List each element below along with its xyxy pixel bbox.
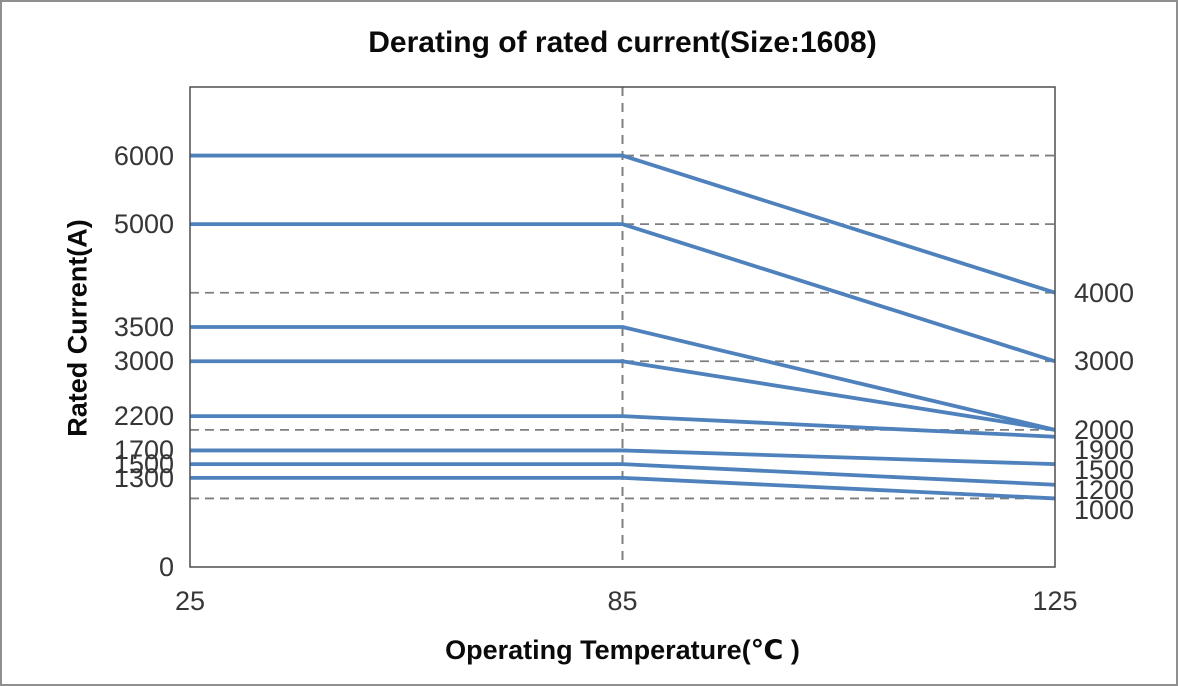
y-tick-3000: 3000 bbox=[113, 346, 174, 377]
y-tick-1700: 1700 bbox=[113, 435, 174, 466]
y-tick-2200: 2200 bbox=[113, 401, 174, 432]
x-tick-25: 25 bbox=[174, 586, 206, 616]
y-tick-1300: 1300 bbox=[113, 462, 174, 493]
y-tick-1500: 1500 bbox=[113, 449, 174, 480]
y-tick-0: 0 bbox=[158, 552, 174, 582]
x-axis-title: Operating Temperature(℃ ) bbox=[445, 635, 800, 665]
end-label-1900: 1900 bbox=[1074, 434, 1135, 465]
end-label-2000: 2000 bbox=[1074, 414, 1135, 445]
series-line-2200 bbox=[190, 414, 1056, 439]
series-line-5000 bbox=[190, 222, 1056, 364]
end-label-4000: 4000 bbox=[1074, 277, 1135, 308]
series-line-1500 bbox=[190, 462, 1056, 487]
end-label-1200: 1200 bbox=[1074, 474, 1135, 505]
y-tick-5000: 5000 bbox=[113, 209, 174, 240]
series-line-1300 bbox=[190, 475, 1056, 501]
series-line-1700 bbox=[190, 448, 1056, 467]
x-tick-85: 85 bbox=[607, 586, 638, 616]
end-label-1000: 1000 bbox=[1074, 494, 1135, 525]
plot-frame bbox=[189, 86, 1056, 568]
series-line-3000 bbox=[190, 359, 1056, 432]
series-line-3500 bbox=[190, 325, 1056, 432]
end-label-3000: 3000 bbox=[1074, 346, 1135, 377]
end-label-1500: 1500 bbox=[1074, 454, 1135, 485]
x-tick-125: 125 bbox=[1032, 586, 1078, 616]
chart-title: Derating of rated current(Size:1608) bbox=[368, 26, 877, 59]
y-tick-3500: 3500 bbox=[113, 312, 174, 342]
y-tick-6000: 6000 bbox=[113, 140, 174, 171]
series-line-6000 bbox=[190, 153, 1056, 295]
